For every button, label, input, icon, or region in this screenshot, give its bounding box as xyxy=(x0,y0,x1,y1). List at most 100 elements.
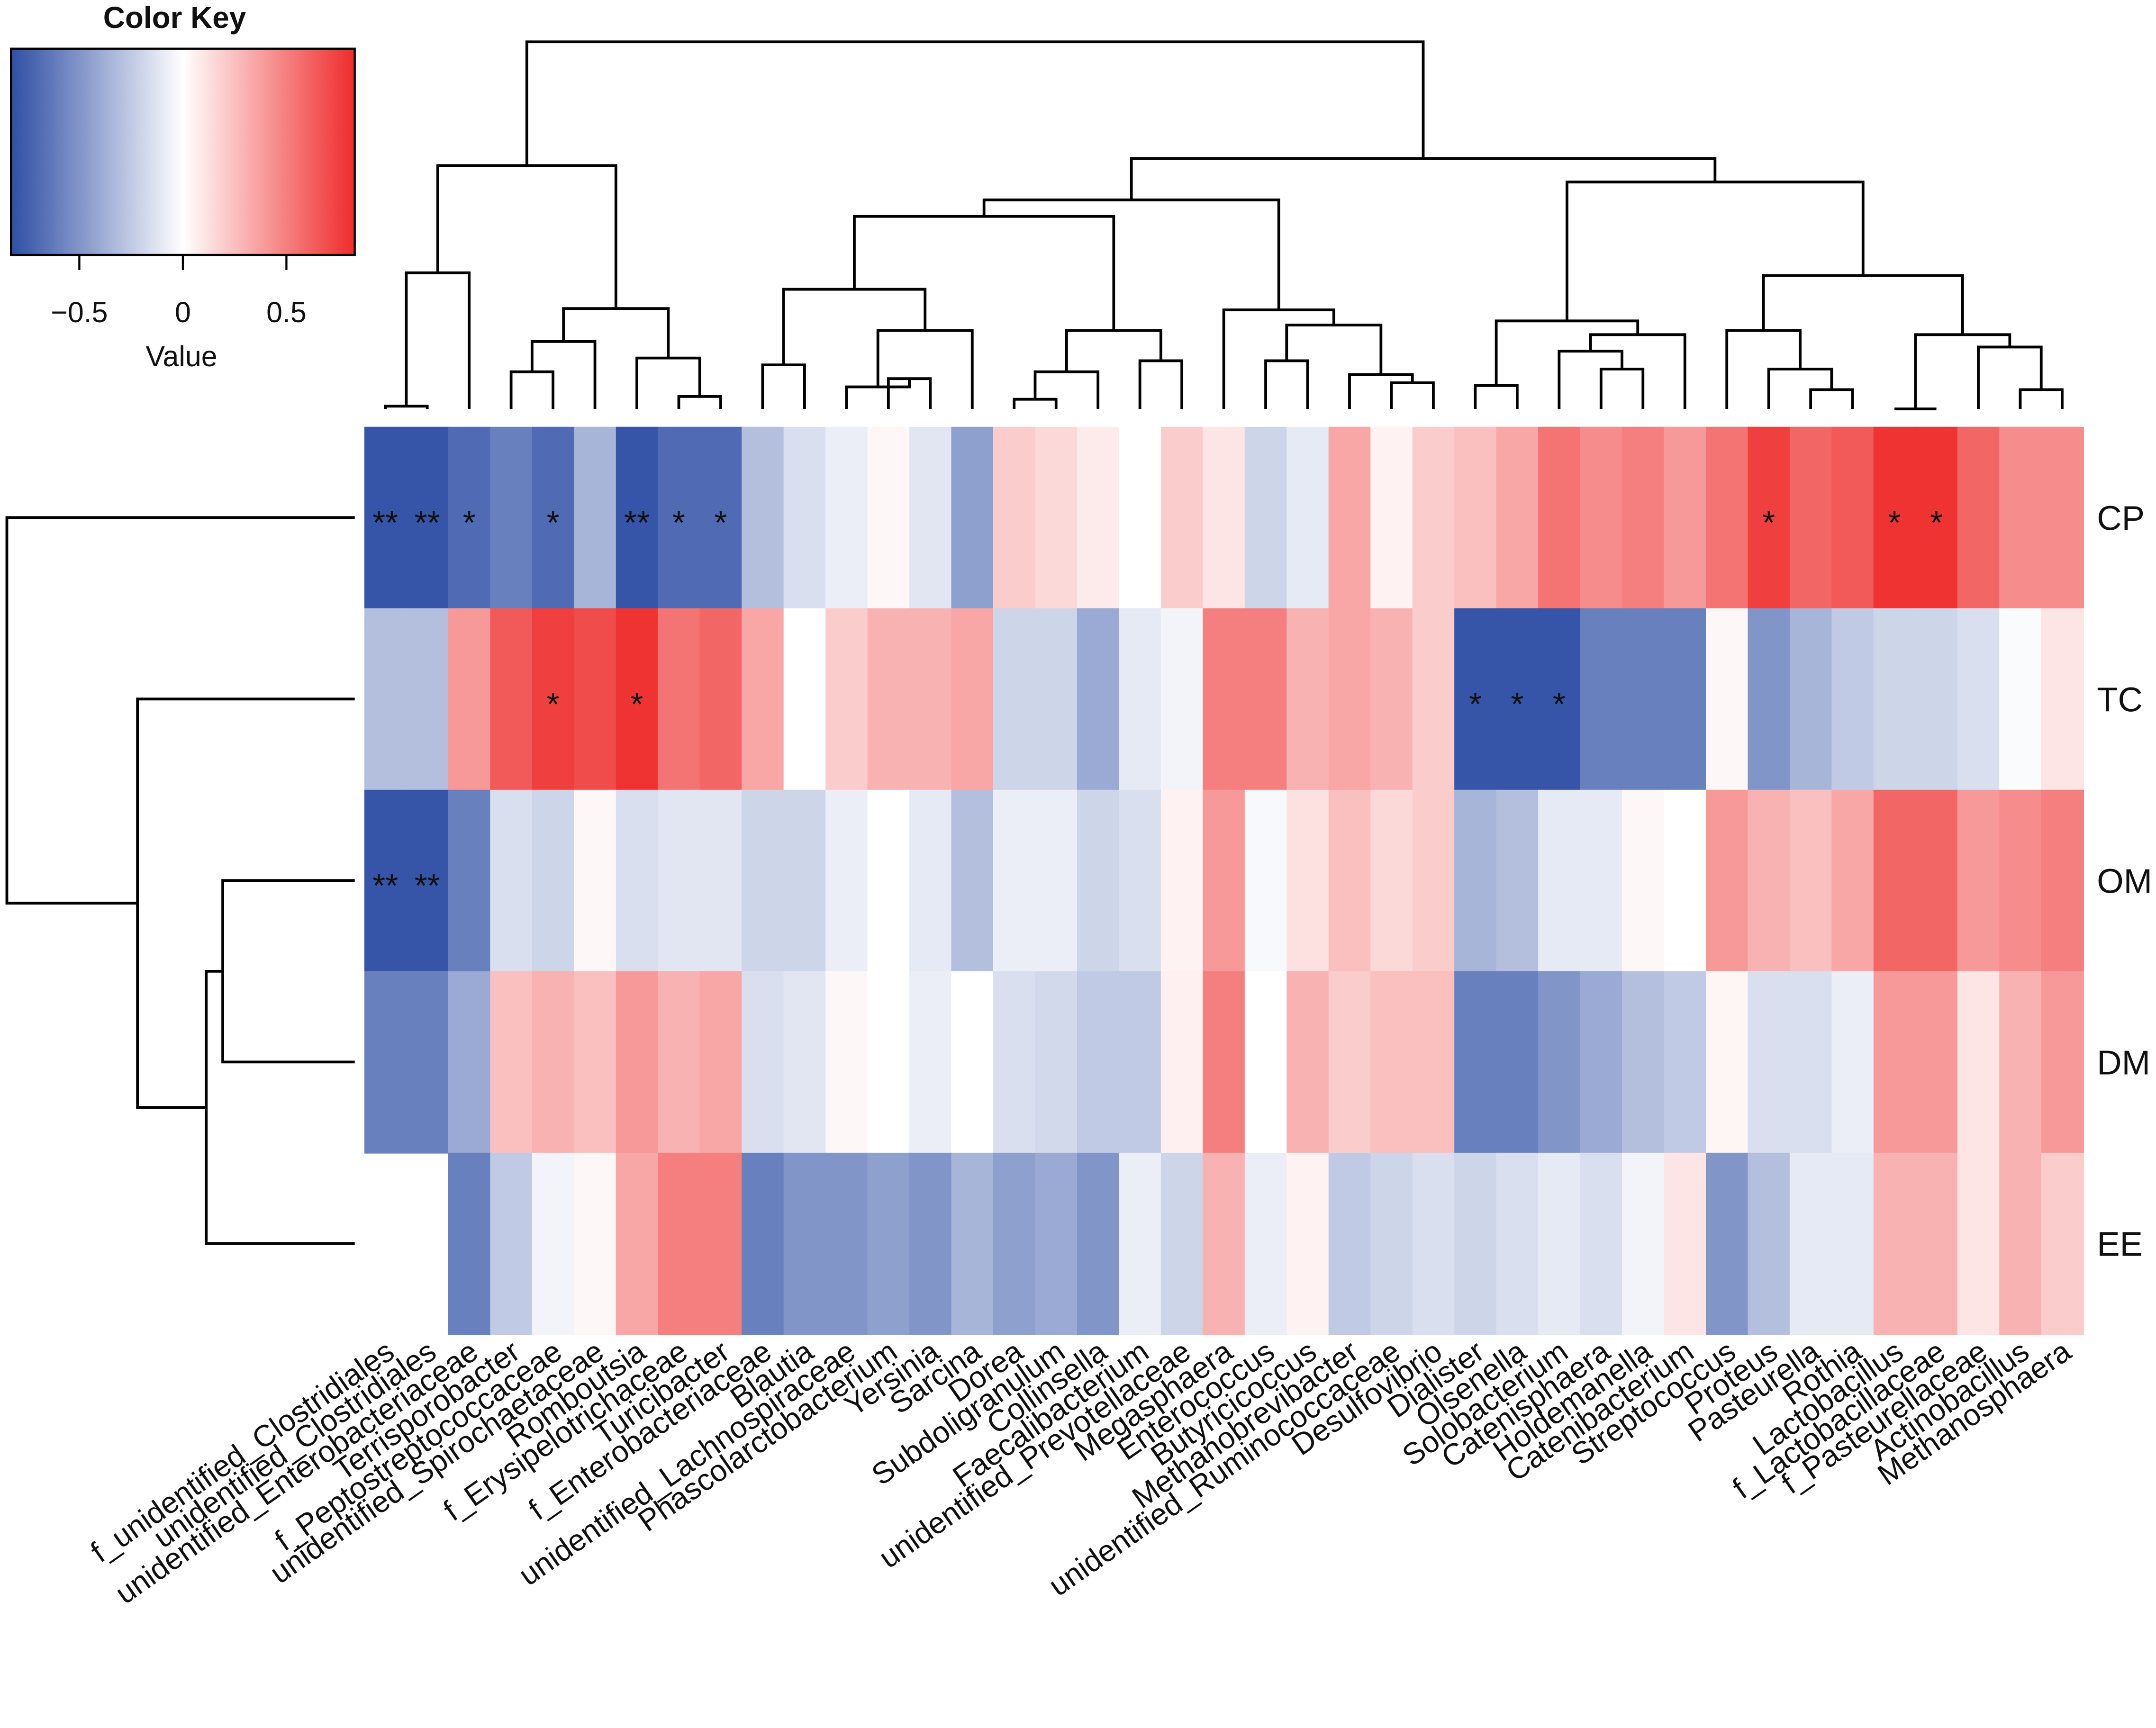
heat-cell xyxy=(1203,608,1246,791)
heat-cell xyxy=(1119,426,1162,609)
heat-cell xyxy=(406,426,449,609)
heat-cell xyxy=(1496,971,1539,1154)
heat-cell xyxy=(867,426,910,609)
column-dendrogram xyxy=(1285,324,1383,375)
heat-cell xyxy=(1244,426,1288,609)
heat-cell xyxy=(1748,608,1791,791)
heat-cell xyxy=(658,426,701,609)
heat-cell xyxy=(532,789,575,972)
heat-cell xyxy=(1119,608,1162,791)
heat-cell xyxy=(909,971,952,1154)
heat-cell xyxy=(1831,1152,1875,1335)
heat-cell xyxy=(699,608,743,791)
significance-star: ** xyxy=(415,504,440,541)
heat-cell xyxy=(1496,426,1539,609)
column-dendrogram xyxy=(635,356,701,409)
significance-star: * xyxy=(547,686,560,723)
heat-cell xyxy=(1999,971,2042,1154)
column-dendrogram xyxy=(2019,388,2064,409)
heat-cell xyxy=(1496,608,1539,791)
heat-cell xyxy=(616,789,659,972)
heat-cell xyxy=(699,426,743,609)
heat-cell xyxy=(1077,1152,1120,1335)
column-dendrogram xyxy=(1138,359,1184,409)
heat-cell xyxy=(574,1152,617,1335)
heat-cell xyxy=(658,971,701,1154)
heat-cell xyxy=(825,1152,869,1335)
heat-cell xyxy=(742,789,785,972)
heat-cell xyxy=(783,971,826,1154)
heat-cell xyxy=(742,608,785,791)
row-label: CP xyxy=(2097,499,2145,537)
heat-cell xyxy=(1119,1152,1162,1335)
column-dendrogram xyxy=(1809,388,1854,409)
heat-cell xyxy=(1748,789,1791,972)
heat-cell xyxy=(1664,1152,1707,1335)
heat-cell xyxy=(1664,789,1707,972)
heat-cell xyxy=(867,789,910,972)
heat-cell xyxy=(1664,426,1707,609)
column-dendrogram xyxy=(876,329,974,409)
column-dendrogram xyxy=(1566,181,1865,321)
significance-star: ** xyxy=(624,504,650,541)
heat-cell xyxy=(1119,789,1162,972)
heat-cell xyxy=(1999,426,2042,609)
heat-cell xyxy=(951,1152,994,1335)
heat-cell xyxy=(1035,971,1078,1154)
heat-cell xyxy=(616,426,659,609)
heat-cell xyxy=(1496,789,1539,972)
heat-cell xyxy=(1580,426,1623,609)
heat-cell xyxy=(448,426,491,609)
column-dendrogram xyxy=(1130,157,1717,200)
heat-cell xyxy=(1077,971,1120,1154)
heat-cell xyxy=(1705,608,1749,791)
heat-cell xyxy=(783,1152,826,1335)
heat-cell xyxy=(1580,1152,1623,1335)
heat-cell xyxy=(1035,1152,1078,1335)
heat-cell xyxy=(825,608,869,791)
heat-cell xyxy=(1203,789,1246,972)
heat-cell xyxy=(1286,789,1330,972)
heat-cell xyxy=(2041,608,2084,791)
heat-cell xyxy=(1328,789,1371,972)
heat-cell xyxy=(1705,426,1749,609)
heat-cell xyxy=(1454,971,1497,1154)
heat-cell xyxy=(1580,789,1623,972)
heat-cell xyxy=(1244,971,1288,1154)
heat-cell xyxy=(699,1152,743,1335)
column-dendrogram xyxy=(530,340,597,409)
heat-cell xyxy=(532,426,575,609)
significance-star: * xyxy=(1762,504,1775,541)
heat-cell xyxy=(1873,426,1917,609)
heat-cell xyxy=(448,1152,491,1335)
significance-star: * xyxy=(1469,686,1482,723)
heat-cell xyxy=(1077,789,1120,972)
heat-cell xyxy=(742,971,785,1154)
heat-cell xyxy=(1454,608,1497,791)
heat-cell xyxy=(1370,789,1413,972)
heat-cell xyxy=(1244,789,1288,972)
column-dendrogram xyxy=(1599,367,1645,409)
significance-star: * xyxy=(1511,686,1523,723)
heat-cell xyxy=(951,426,994,609)
heat-cell xyxy=(1496,1152,1539,1335)
significance-star: * xyxy=(1888,504,1901,541)
heat-cell xyxy=(951,789,994,972)
heat-cell xyxy=(574,971,617,1154)
heat-cell xyxy=(1915,426,1958,609)
heat-cell xyxy=(699,971,743,1154)
dendrograms xyxy=(5,40,2064,1245)
column-dendrogram xyxy=(562,307,670,358)
heat-cell xyxy=(1538,608,1581,791)
heat-cell xyxy=(1748,1152,1791,1335)
heat-cell xyxy=(574,426,617,609)
heat-cell xyxy=(825,789,869,972)
heat-cell xyxy=(1789,971,1833,1154)
heat-cell xyxy=(1370,426,1413,609)
heat-cell xyxy=(1622,1152,1665,1335)
heat-cell xyxy=(1789,789,1833,972)
heat-cell xyxy=(742,426,785,609)
heat-cell xyxy=(1160,1152,1204,1335)
significance-star: * xyxy=(1553,686,1566,723)
